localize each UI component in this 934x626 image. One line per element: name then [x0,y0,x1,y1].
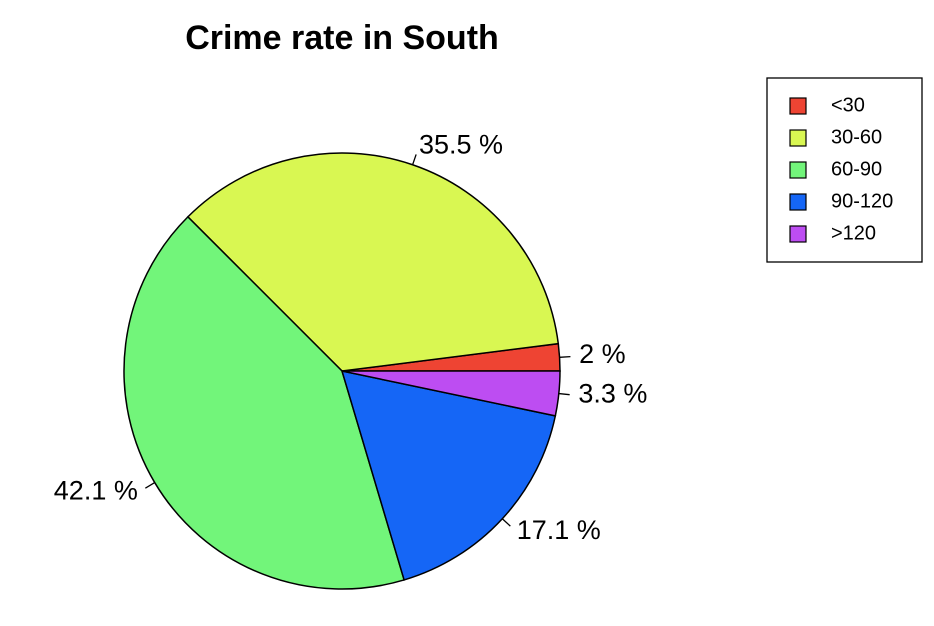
legend-swatch-30-60 [789,129,807,147]
pie-slice-30-60 [186,152,560,372]
slice-tick-gt-120 [558,392,570,396]
pie-slices [123,152,561,590]
slice-labels: 2 % 35.5 % 42.1 % 17.1 % 3.3 % [54,129,648,545]
slice-label-gt-120: 3.3 % [578,379,647,409]
slice-label-lt-30: 2 % [579,339,626,369]
pie-slice-60-90 [123,215,406,590]
legend-swatch-lt-30 [789,97,807,115]
legend-label-30-60: 30-60 [831,126,882,148]
slice-tick-lt-30 [559,355,571,358]
legend-label-60-90: 60-90 [831,158,882,180]
slice-tick-60-90 [145,482,156,489]
legend: <30 30-60 60-90 90-120 >120 [766,77,923,263]
legend-swatch-90-120 [789,193,807,211]
legend-swatch-60-90 [789,161,807,179]
legend-label-gt-120: >120 [831,222,876,244]
slice-label-60-90: 42.1 % [54,476,138,506]
chart-title: Crime rate in South [185,19,499,57]
slice-label-30-60: 35.5 % [419,129,503,159]
legend-label-lt-30: <30 [831,94,865,116]
slice-label-90-120: 17.1 % [517,515,601,545]
legend-label-90-120: 90-120 [831,190,893,212]
slice-tick-90-120 [501,518,511,527]
legend-swatch-gt-120 [789,225,807,243]
slice-tick-30-60 [411,154,417,165]
